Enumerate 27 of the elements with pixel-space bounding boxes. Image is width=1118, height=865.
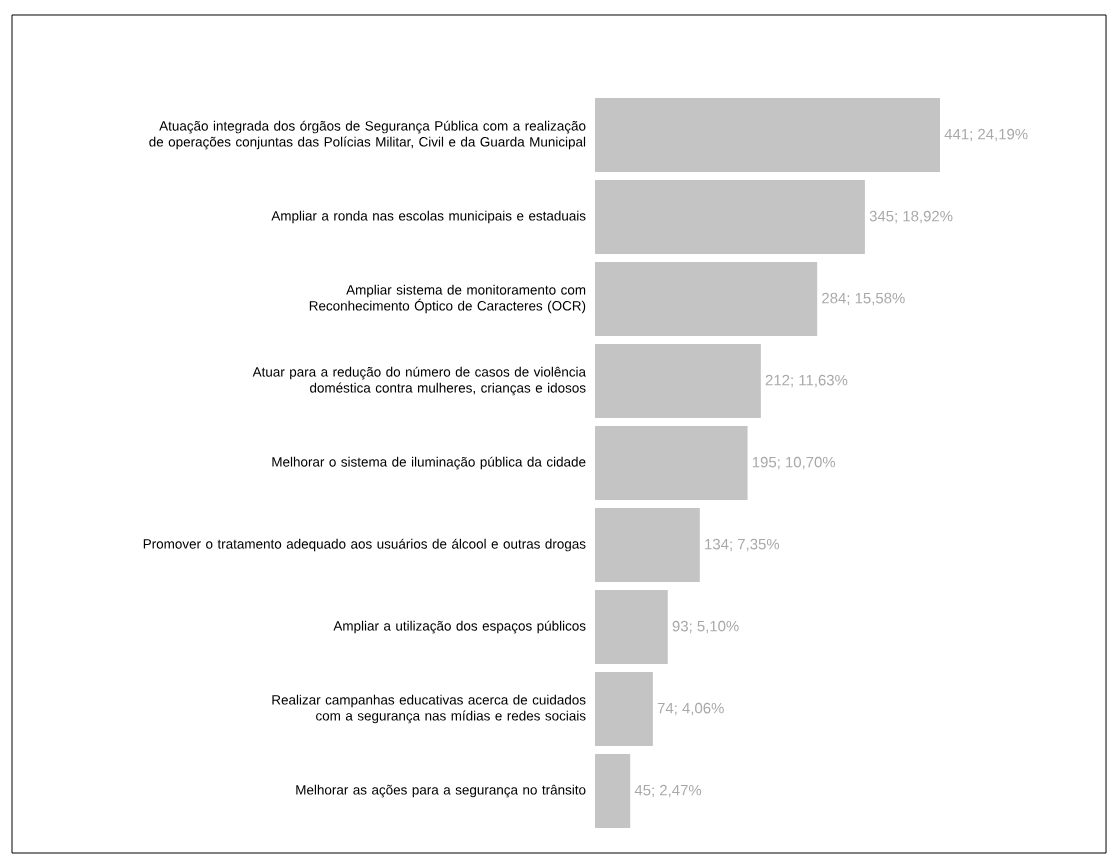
data-label: 134; 7,35% <box>705 538 780 552</box>
bar <box>595 672 653 746</box>
data-label: 74; 4,06% <box>657 702 724 716</box>
bar <box>595 590 668 664</box>
y-tick-label: Ampliar sistema de monitoramento com Reconhecimento Óptico de Caracteres (OCR) <box>309 284 586 314</box>
y-tick-label: Atuar para a redução do número de casos de violência doméstica contra mulheres, crianças e idosos <box>252 366 586 396</box>
bar <box>595 508 700 582</box>
data-label: 284; 15,58% <box>822 292 905 306</box>
y-tick-label: Ampliar a utilização dos espaços públicos <box>333 620 586 634</box>
bar <box>595 98 941 172</box>
y-tick-label: Melhorar as ações para a segurança no trânsito <box>296 784 586 798</box>
bar <box>595 262 818 336</box>
bar <box>595 180 865 254</box>
data-label: 45; 2,47% <box>634 784 702 798</box>
data-label: 212; 11,63% <box>765 374 848 388</box>
data-label: 195; 10,70% <box>752 456 836 470</box>
data-label: 93; 5,10% <box>672 620 739 634</box>
y-tick-label: Ampliar a ronda nas escolas municipais e estaduais <box>271 210 586 224</box>
y-tick-label: Promover o tratamento adequado aos usuários de álcool e outras drogas <box>143 538 586 552</box>
data-label: 441; 24,19% <box>944 128 1028 142</box>
bar <box>595 344 761 418</box>
y-tick-label: Realizar campanhas educativas acerca de cuidados com a segurança nas mídias e redes sociais <box>272 694 586 724</box>
y-tick-label: Atuação integrada dos órgãos de Segurança Pública com a realização de operações conjuntas das Polícias Militar, Civil e da Guarda Municipal <box>149 120 586 150</box>
bar <box>595 754 631 828</box>
data-label: 345; 18,92% <box>869 210 953 224</box>
bar <box>595 426 748 500</box>
y-tick-label: Melhorar o sistema de iluminação pública da cidade <box>272 456 586 470</box>
